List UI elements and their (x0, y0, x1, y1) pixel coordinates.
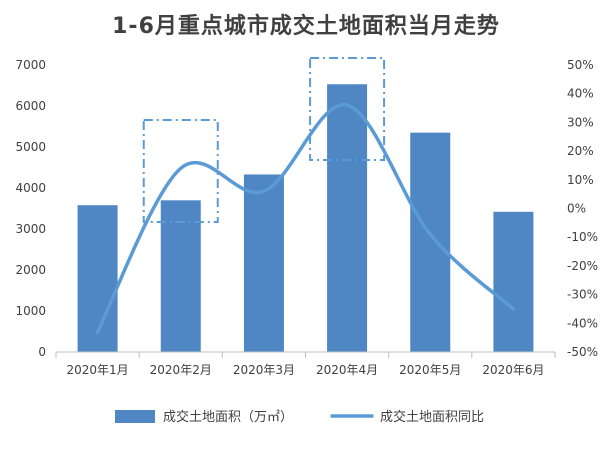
bar (243, 174, 284, 352)
legend-line-label: 成交土地面积同比 (380, 409, 484, 425)
x-tick-label: 2020年6月 (482, 363, 544, 377)
bar-series (77, 84, 534, 353)
y-left-tick-label: 7000 (15, 58, 46, 72)
y-right-tick-label: -50% (567, 345, 598, 359)
bar (160, 200, 201, 352)
y-right-tick-label: 20% (567, 144, 594, 158)
y-left-tick-label: 2000 (15, 263, 46, 277)
y-right-tick-label: 10% (567, 173, 594, 187)
bar (77, 205, 118, 352)
y-right-tick-label: 50% (567, 58, 594, 72)
x-tick-label: 2020年5月 (399, 363, 461, 377)
legend-bar-swatch (115, 410, 155, 423)
annotation-box (309, 57, 386, 161)
y-left-tick-label: 5000 (15, 140, 46, 154)
y-left-tick-label: 1000 (15, 304, 46, 318)
x-tick-label: 2020年1月 (66, 363, 128, 377)
y-right-tick-label: 30% (567, 115, 594, 129)
legend-bar-label: 成交土地面积（万㎡） (163, 409, 293, 425)
y-axis-right: -50% -40% -30% -20% -10% 0% 10% 20% 30% 40% 50% (567, 58, 598, 359)
line-series (95, 103, 516, 334)
bar (327, 84, 368, 353)
legend: 成交土地面积（万㎡） 成交土地面积同比 (115, 409, 484, 425)
y-right-tick-label: -40% (567, 316, 598, 330)
y-left-tick-label: 4000 (15, 181, 46, 195)
y-right-tick-label: 0% (567, 202, 586, 216)
x-tick-label: 2020年4月 (316, 363, 378, 377)
y-axis-left: 0 1000 2000 3000 4000 5000 6000 7000 (15, 58, 46, 359)
y-right-tick-label: -30% (567, 288, 598, 302)
bar (410, 132, 451, 352)
y-left-tick-label: 6000 (15, 99, 46, 113)
x-tick-label: 2020年2月 (150, 363, 212, 377)
y-right-tick-label: -20% (567, 259, 598, 273)
annotation-box (142, 119, 219, 223)
y-left-tick-label: 3000 (15, 222, 46, 236)
x-tick-label: 2020年3月 (233, 363, 295, 377)
x-axis: 2020年1月 2020年2月 2020年3月 2020年4月 2020年5月 2020年… (55, 352, 556, 377)
y-left-tick-label: 0 (38, 345, 46, 359)
line-path (95, 103, 516, 334)
y-right-tick-label: 40% (567, 87, 594, 101)
chart-title: 1-6月重点城市成交土地面积当月走势 (112, 14, 500, 39)
annotation-boxes (142, 57, 386, 223)
y-right-tick-label: -10% (567, 230, 598, 244)
bar (493, 211, 534, 352)
